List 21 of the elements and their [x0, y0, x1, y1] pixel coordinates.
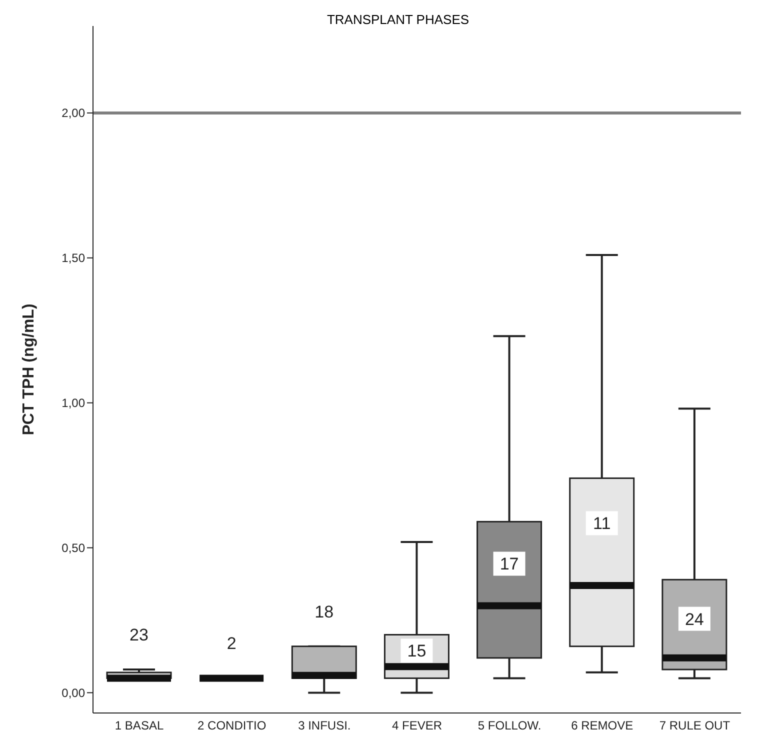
annotation: 17: [500, 554, 519, 574]
chart-title: TRANSPLANT PHASES: [326, 12, 470, 27]
y-tick-label: 1,00: [62, 396, 86, 410]
y-tick-label: 2,00: [62, 106, 86, 120]
y-tick-label: 0,00: [62, 686, 86, 700]
x-tick-label: 7 RULE OUT: [659, 718, 731, 733]
x-tick-label: 6 REMOVE: [571, 718, 634, 733]
annotation: 24: [684, 610, 704, 629]
x-tick-label: 3 INFUSI.: [298, 718, 351, 733]
annotation: 11: [593, 514, 611, 534]
x-tick-label: 1 BASAL: [114, 718, 164, 733]
annotation: 23: [130, 626, 148, 645]
y-tick-label: 0,50: [62, 541, 86, 556]
x-tick-label: 2 CONDITIO: [198, 718, 266, 733]
x-tick-label: 4 FEVER: [392, 718, 442, 733]
y-axis-title: PCT TPH (ng/mL): [20, 304, 38, 436]
annotation: 15: [407, 642, 426, 661]
annotation: 2: [226, 634, 236, 654]
x-tick-label: 5 FOLLOW.: [478, 718, 542, 733]
y-tick-label: 1,50: [62, 251, 86, 266]
annotation: 18: [314, 602, 334, 622]
